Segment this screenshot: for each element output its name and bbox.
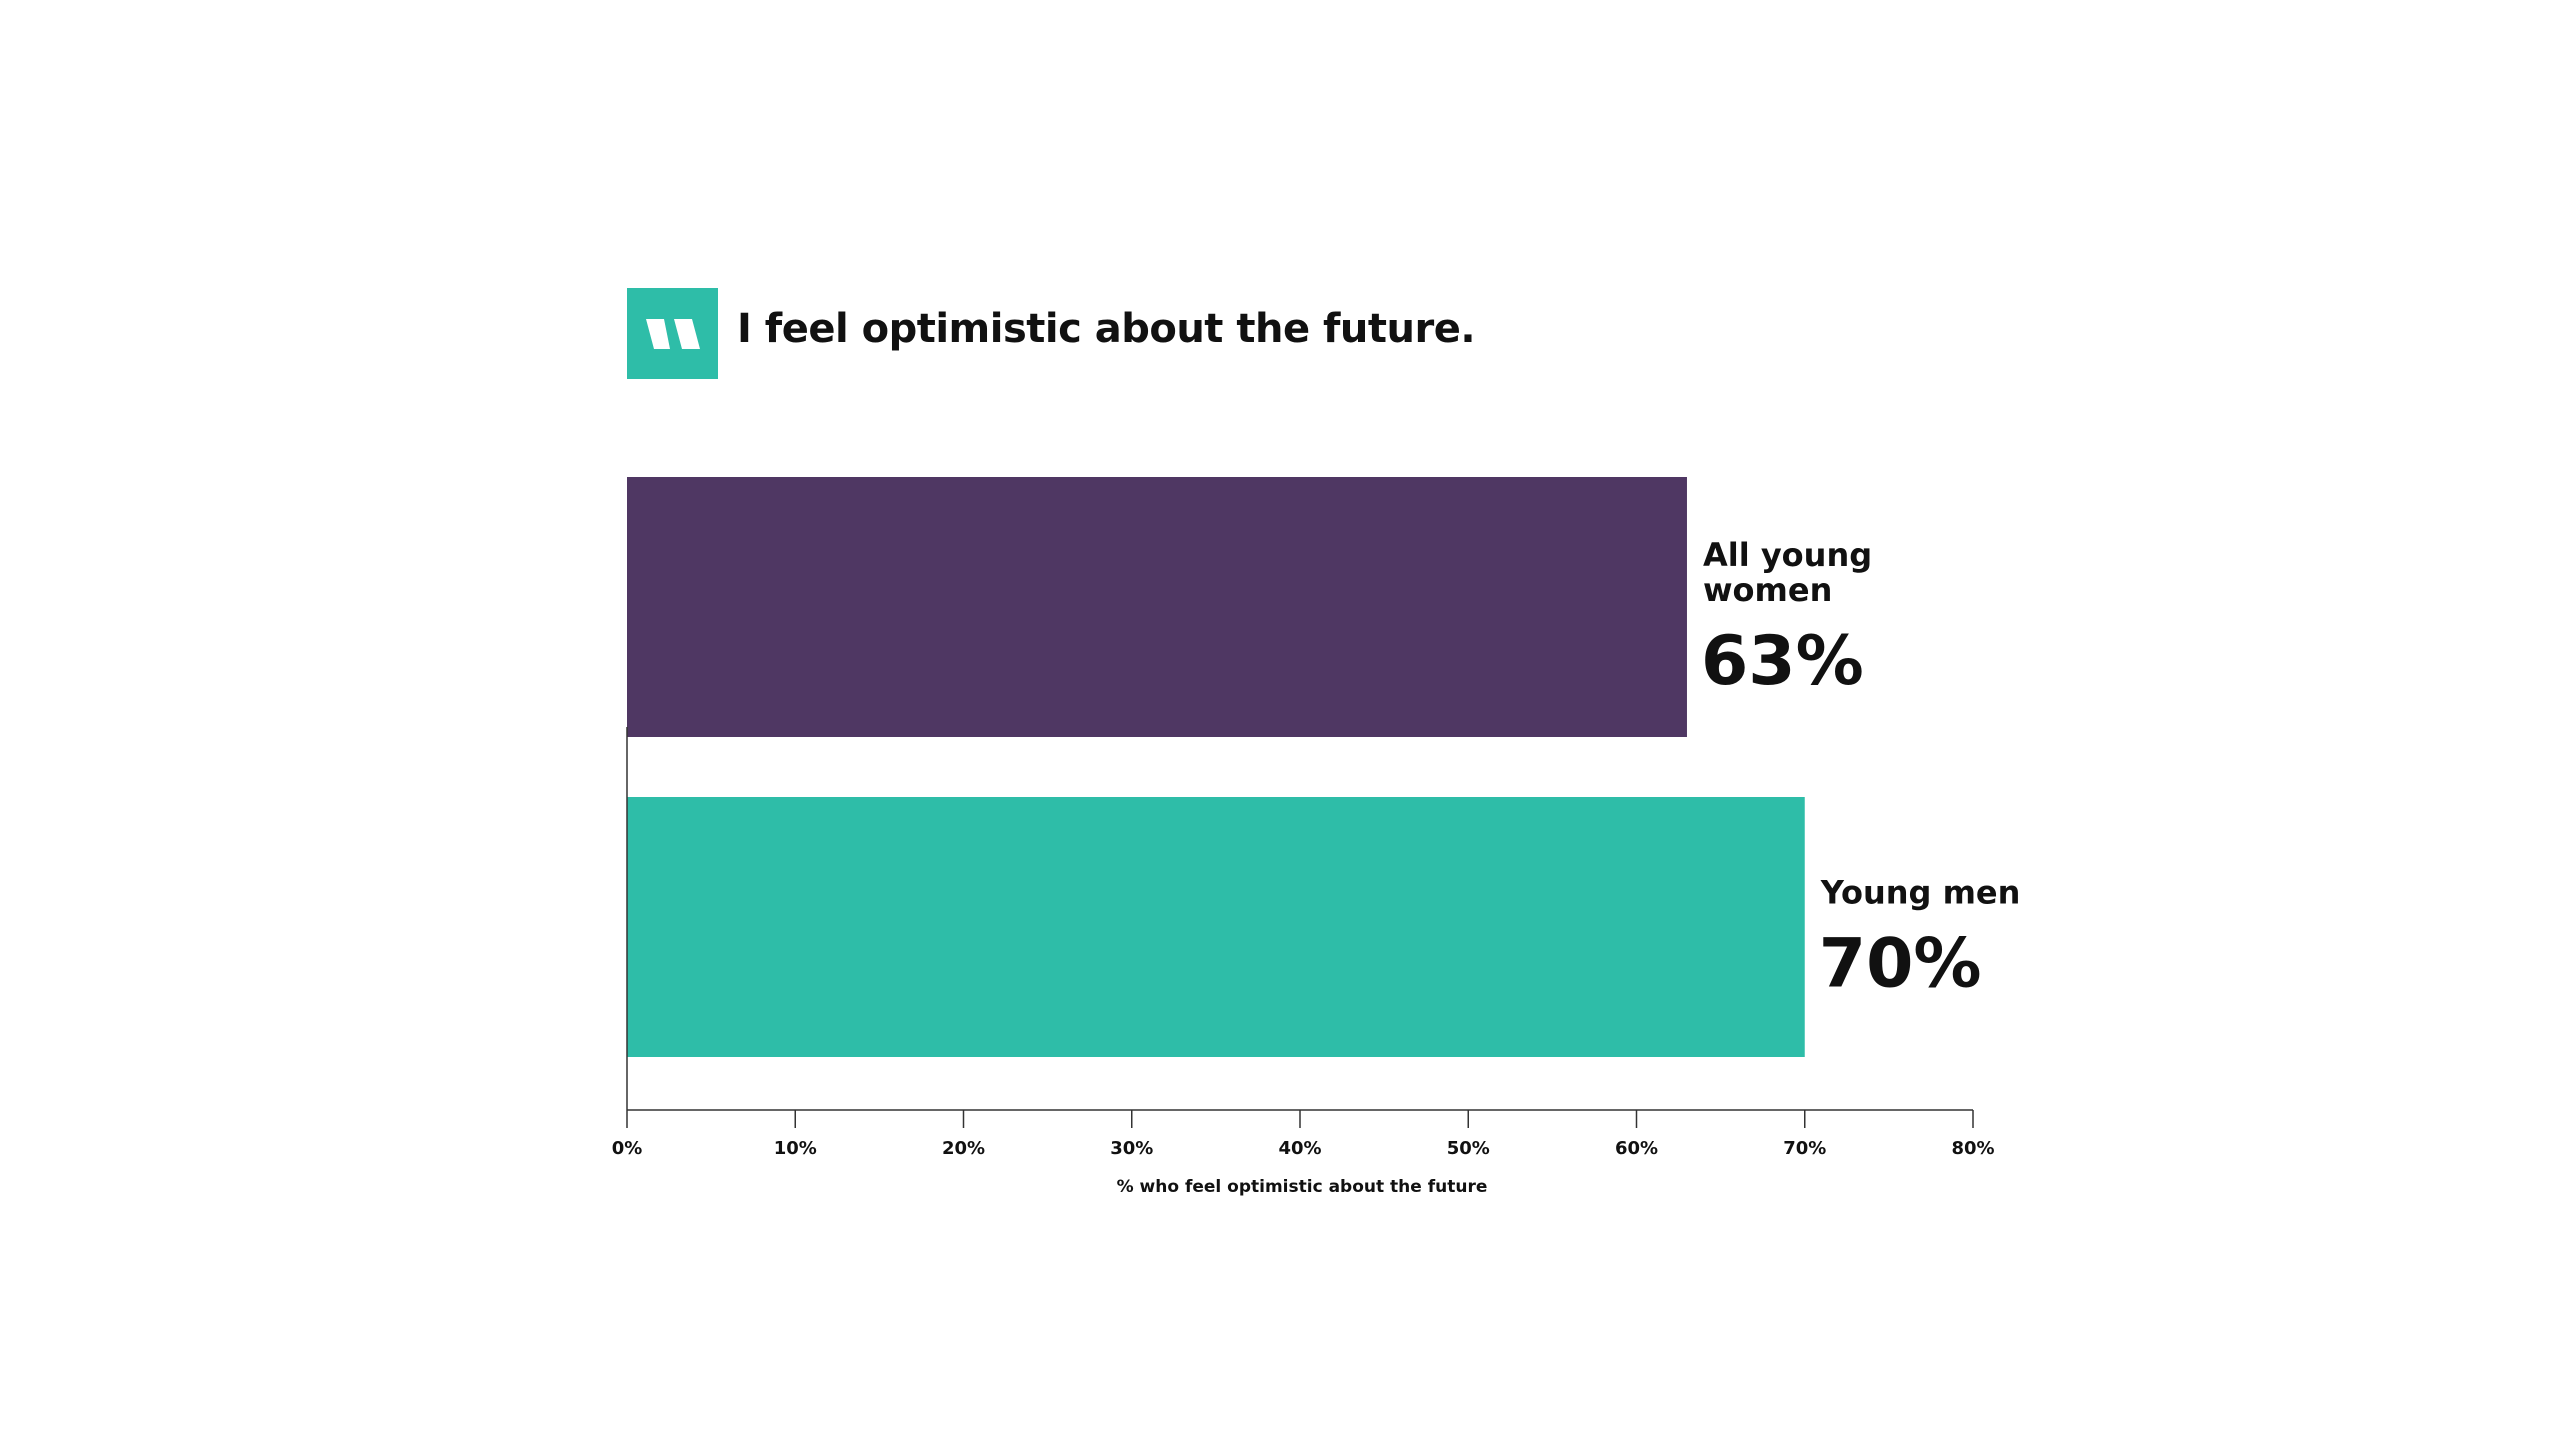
x-tick-label: 40% bbox=[1278, 1138, 1321, 1159]
bar-value-label: 63% bbox=[1701, 622, 1864, 701]
bar-category-label: women bbox=[1703, 571, 1832, 609]
bar bbox=[627, 477, 1687, 737]
x-axis: 0% 10% 20% 30% 40% 50% 60% 70% 80% % who feel opt… bbox=[612, 727, 1995, 1197]
bar-value-label: 70% bbox=[1819, 925, 1982, 1004]
logo bbox=[627, 288, 718, 379]
quote-mark-icon bbox=[646, 319, 700, 349]
x-tick-label: 20% bbox=[942, 1138, 985, 1159]
x-tick-label: 0% bbox=[612, 1138, 643, 1159]
x-tick-label: 10% bbox=[774, 1138, 817, 1159]
bar-category-label: All young bbox=[1703, 536, 1872, 574]
chart-title: I feel optimistic about the future. bbox=[737, 306, 1476, 352]
x-tick-label: 50% bbox=[1447, 1138, 1490, 1159]
bars-layer bbox=[627, 477, 1805, 1057]
x-tick-label: 70% bbox=[1783, 1138, 1826, 1159]
bar bbox=[627, 797, 1805, 1057]
bar-category-label: Young men bbox=[1820, 874, 2021, 912]
x-tick-label: 80% bbox=[1951, 1138, 1994, 1159]
x-tick-label: 30% bbox=[1110, 1138, 1153, 1159]
x-axis-title: % who feel optimistic about the future bbox=[1117, 1177, 1488, 1197]
x-tick-label: 60% bbox=[1615, 1138, 1658, 1159]
